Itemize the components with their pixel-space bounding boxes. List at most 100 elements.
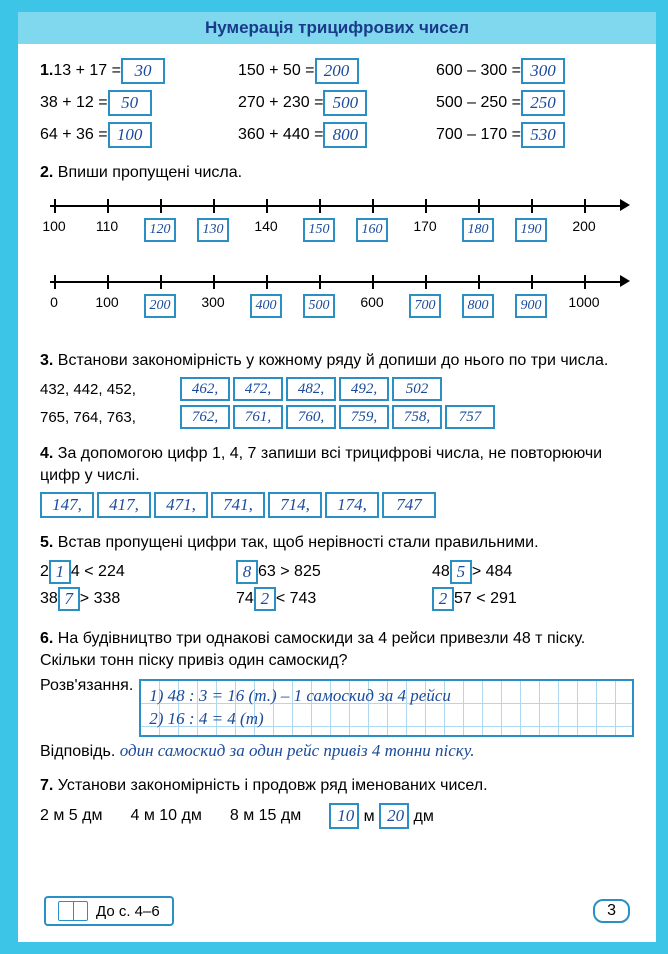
expression: 64 + 36 = (40, 126, 108, 144)
answer-box: 300 (521, 58, 565, 84)
sequence-item: 8 м 15 дм (230, 807, 301, 825)
answer-box: 100 (108, 122, 152, 148)
answer-box: 2 (254, 587, 276, 611)
expression: 700 – 170 = (436, 126, 521, 144)
answer-box: 757 (445, 405, 495, 429)
q3-number: 3. (40, 352, 53, 369)
tick-label: 200 (572, 218, 595, 234)
answer-box: 417, (97, 492, 151, 518)
answer-box: 700 (409, 294, 441, 318)
sequence-given: 432, 442, 452, (40, 381, 180, 398)
solve-label: Розв'язання. (40, 677, 133, 695)
answer-text: один самоскид за один рейс привіз 4 тонн… (120, 741, 475, 760)
q6-number: 6. (40, 630, 53, 647)
answer-box: 50 (108, 90, 152, 116)
answer-box: 762, (180, 405, 230, 429)
answer-box: 120 (144, 218, 176, 242)
sequence-given: 765, 764, 763, (40, 409, 180, 426)
tick-label: 110 (96, 218, 118, 234)
question-3: 3. Встанови закономірність у кожному ряд… (40, 350, 634, 430)
page-number: 3 (593, 899, 630, 923)
answer-box: 472, (233, 377, 283, 401)
q2-number: 2. (40, 164, 53, 181)
answer-box: 30 (121, 58, 165, 84)
answer-box: 8 (236, 560, 258, 584)
q2-title: Впиши пропущені числа. (58, 164, 242, 181)
answer-box: 150 (303, 218, 335, 242)
q7-title: Установи закономірність і продовж ряд ім… (58, 777, 488, 794)
answer-box: 500 (303, 294, 335, 318)
answer-box: 2 (432, 587, 454, 611)
answer-box: 10 (329, 803, 359, 829)
expression: 38 + 12 = (40, 94, 108, 112)
answer-box: 20 (379, 803, 409, 829)
question-1: 1. 13 + 17 = 30150 + 50 = 200600 – 300 =… (40, 58, 634, 148)
expression: 270 + 230 = (238, 94, 323, 112)
question-2: 2. Впиши пропущені числа. 100 110 120 130 14… (40, 162, 634, 336)
book-icon (58, 901, 88, 921)
answer-box: 200 (315, 58, 359, 84)
answer-box: 471, (154, 492, 208, 518)
q4-title: За допомогою цифр 1, 4, 7 запиши всі три… (40, 445, 602, 484)
inequality-item: 8 63 > 825 (236, 560, 432, 584)
q6-title: На будівництво три однакові самоскиди за… (40, 630, 585, 669)
sequence-item: 4 м 10 дм (130, 807, 201, 825)
answer-box: 530 (521, 122, 565, 148)
answer-label: Відповідь. (40, 743, 115, 760)
answer-box: 760, (286, 405, 336, 429)
answer-box: 758, (392, 405, 442, 429)
expression: 500 – 250 = (436, 94, 521, 112)
answer-box: 761, (233, 405, 283, 429)
q7-number: 7. (40, 777, 53, 794)
answer-box: 741, (211, 492, 265, 518)
answer-box: 200 (144, 294, 176, 318)
solve-box: 1) 48 : 3 = 16 (т.) – 1 самоскид за 4 ре… (139, 679, 634, 737)
inequality-item: 2 57 < 291 (432, 587, 628, 611)
q5-number: 5. (40, 534, 53, 551)
q5-title: Встав пропущені цифри так, щоб нерівност… (58, 534, 539, 551)
answer-box: 250 (521, 90, 565, 116)
answer-box: 502 (392, 377, 442, 401)
answer-box: 190 (515, 218, 547, 242)
answer-box: 180 (462, 218, 494, 242)
expression: 13 + 17 = (53, 62, 121, 80)
answer-box: 1 (49, 560, 71, 584)
numberline-2: 0 100 200 300 400 500 600 700 800 900 1000 (40, 266, 634, 336)
expression: 360 + 440 = (238, 126, 323, 144)
answer-box: 400 (250, 294, 282, 318)
answer-box: 759, (339, 405, 389, 429)
tick-label: 140 (254, 218, 277, 234)
q4-number: 4. (40, 445, 53, 462)
answer-box: 500 (323, 90, 367, 116)
answer-box: 800 (323, 122, 367, 148)
answer-box: 7 (58, 587, 80, 611)
answer-box: 462, (180, 377, 230, 401)
inequality-item: 74 2 < 743 (236, 587, 432, 611)
answer-box: 492, (339, 377, 389, 401)
answer-box: 747 (382, 492, 436, 518)
question-4: 4. За допомогою цифр 1, 4, 7 запиши всі … (40, 443, 634, 518)
q1-number: 1. (40, 62, 53, 80)
answer-box: 482, (286, 377, 336, 401)
book-reference: До с. 4–6 (44, 896, 174, 926)
answer-box: 900 (515, 294, 547, 318)
tick-label: 600 (360, 294, 383, 310)
answer-box: 160 (356, 218, 388, 242)
question-7: 7. Установи закономірність і продовж ряд… (40, 775, 634, 829)
tick-label: 100 (95, 294, 118, 310)
tick-label: 300 (201, 294, 224, 310)
reference-text: До с. 4–6 (96, 903, 160, 920)
question-5: 5. Встав пропущені цифри так, щоб нерівн… (40, 532, 634, 614)
tick-label: 1000 (568, 294, 599, 310)
question-6: 6. На будівництво три однакові самоскиди… (40, 628, 634, 761)
answer-box: 800 (462, 294, 494, 318)
expression: 150 + 50 = (238, 62, 315, 80)
inequality-item: 2 1 4 < 224 (40, 560, 236, 584)
tick-label: 0 (50, 294, 58, 310)
answer-box: 174, (325, 492, 379, 518)
tick-label: 100 (42, 218, 65, 234)
answer-box: 147, (40, 492, 94, 518)
q3-title: Встанови закономірність у кожному ряду й… (58, 352, 609, 369)
answer-box: 130 (197, 218, 229, 242)
page-title: Нумерація трицифрових чисел (18, 12, 656, 44)
